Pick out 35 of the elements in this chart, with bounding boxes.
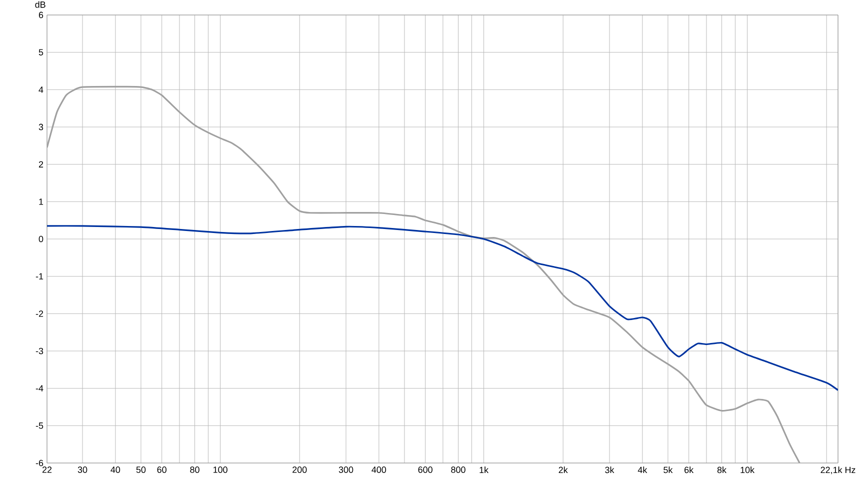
y-tick-label: 2 (38, 161, 44, 168)
y-tick-label: -4 (36, 385, 44, 392)
y-tick-label: 5 (38, 49, 44, 56)
x-tick-label: 3k (605, 466, 614, 474)
x-tick-label: 80 (190, 466, 200, 473)
x-tick-label: 50 (136, 466, 146, 473)
x-tick-label: 300 (338, 466, 354, 473)
x-tick-label: 6k (684, 466, 694, 474)
x-tick-label: 10k (740, 466, 755, 474)
y-tick-label: -1 (36, 273, 44, 280)
x-tick-label: 100 (213, 466, 228, 473)
x-tick-label: 800 (451, 466, 466, 473)
x-tick-label: 40 (110, 466, 120, 473)
x-tick-label: 200 (292, 466, 307, 473)
y-tick-label: 0 (38, 236, 44, 242)
x-tick-label: 600 (418, 466, 432, 473)
y-tick-label: -2 (36, 310, 44, 317)
x-tick-label: 22 (42, 466, 52, 473)
x-tick-label: 4k (638, 466, 648, 474)
x-tick-label: 60 (157, 466, 166, 473)
x-tick-label: 22,1k Hz (820, 466, 856, 474)
y-tick-label: 6 (38, 12, 44, 18)
x-tick-label: 30 (78, 466, 88, 473)
y-axis-title: dB (35, 1, 46, 8)
x-tick-label: 2k (558, 466, 568, 474)
y-tick-label: -6 (36, 460, 44, 466)
y-tick-label: 4 (38, 86, 44, 93)
y-tick-label: 3 (38, 124, 44, 130)
y-tick-label: -5 (36, 422, 44, 429)
x-tick-label: 400 (372, 466, 386, 473)
x-tick-label: 8k (717, 466, 726, 474)
y-tick-label: 1 (39, 198, 44, 205)
x-tick-label: 1k (480, 466, 489, 474)
x-tick-label: 5k (664, 466, 673, 474)
y-tick-label: -3 (36, 348, 44, 354)
